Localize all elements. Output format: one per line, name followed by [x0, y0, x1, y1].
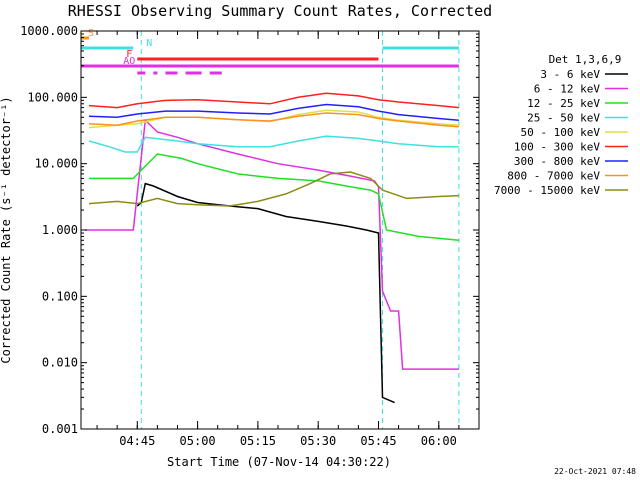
y-axis-label: Corrected Count Rate (s⁻¹ detector⁻¹): [0, 96, 13, 363]
y-tick-label: 10.000: [35, 157, 78, 171]
series-line: [88, 92, 459, 109]
series-line: [88, 171, 459, 207]
x-tick-label: 06:00: [421, 434, 457, 448]
legend-entry-label: 800 - 7000 keV: [507, 170, 600, 183]
x-tick-label: 04:45: [119, 434, 155, 448]
series-lines: [85, 92, 459, 404]
footer-date: 22-Oct-2021 07:48: [554, 467, 636, 476]
x-axis-label: Start Time (07-Nov-14 04:30:22): [167, 455, 391, 469]
x-tick-label: 05:15: [240, 434, 276, 448]
flag-bars: S N FAO: [81, 28, 459, 75]
y-tick-label: 1000.000: [20, 24, 78, 38]
series-line: [88, 112, 459, 128]
legend-title: Det 1,3,6,9: [549, 53, 622, 66]
series-line: [89, 153, 459, 242]
legend-entry-label: 3 - 6 keV: [540, 68, 600, 81]
y-tick-label: 0.001: [42, 422, 78, 436]
y-tick-label: 1.000: [42, 223, 78, 237]
series-line: [88, 103, 459, 122]
flag-label: N: [146, 38, 152, 49]
plot-area: S N FAO: [80, 28, 460, 429]
y-tick-label: 0.100: [42, 289, 78, 303]
legend-entry-label: 100 - 300 keV: [514, 141, 600, 154]
legend-entry-label: 12 - 25 keV: [527, 97, 600, 110]
x-tick-label: 05:00: [180, 434, 216, 448]
x-axis: 04:45 05:00 05:15 05:30 05:45 06:00: [96, 31, 480, 448]
x-tick-label: 05:45: [360, 434, 396, 448]
flag-label: S: [88, 28, 94, 39]
y-tick-label: 100.000: [27, 90, 78, 104]
series-line: [88, 135, 459, 153]
x-tick-label: 05:30: [300, 434, 336, 448]
chart-title: RHESSI Observing Summary Count Rates, Co…: [68, 2, 492, 20]
legend-entry-label: 50 - 100 keV: [521, 126, 601, 139]
legend-entry-label: 6 - 12 keV: [534, 83, 601, 96]
legend-entry-label: 300 - 800 keV: [514, 155, 600, 168]
flag-label: F: [126, 49, 132, 60]
y-tick-label: 0.010: [42, 356, 78, 370]
legend-entry-label: 7000 - 15000 keV: [494, 184, 600, 197]
y-axis: 0.001 0.010 0.100 1.000 10.000 100.000 1000.00…: [20, 24, 479, 436]
series-line: [85, 118, 459, 370]
flag-label: AO: [123, 56, 135, 67]
series-line: [136, 182, 395, 404]
legend-entry-label: 25 - 50 keV: [527, 112, 600, 125]
